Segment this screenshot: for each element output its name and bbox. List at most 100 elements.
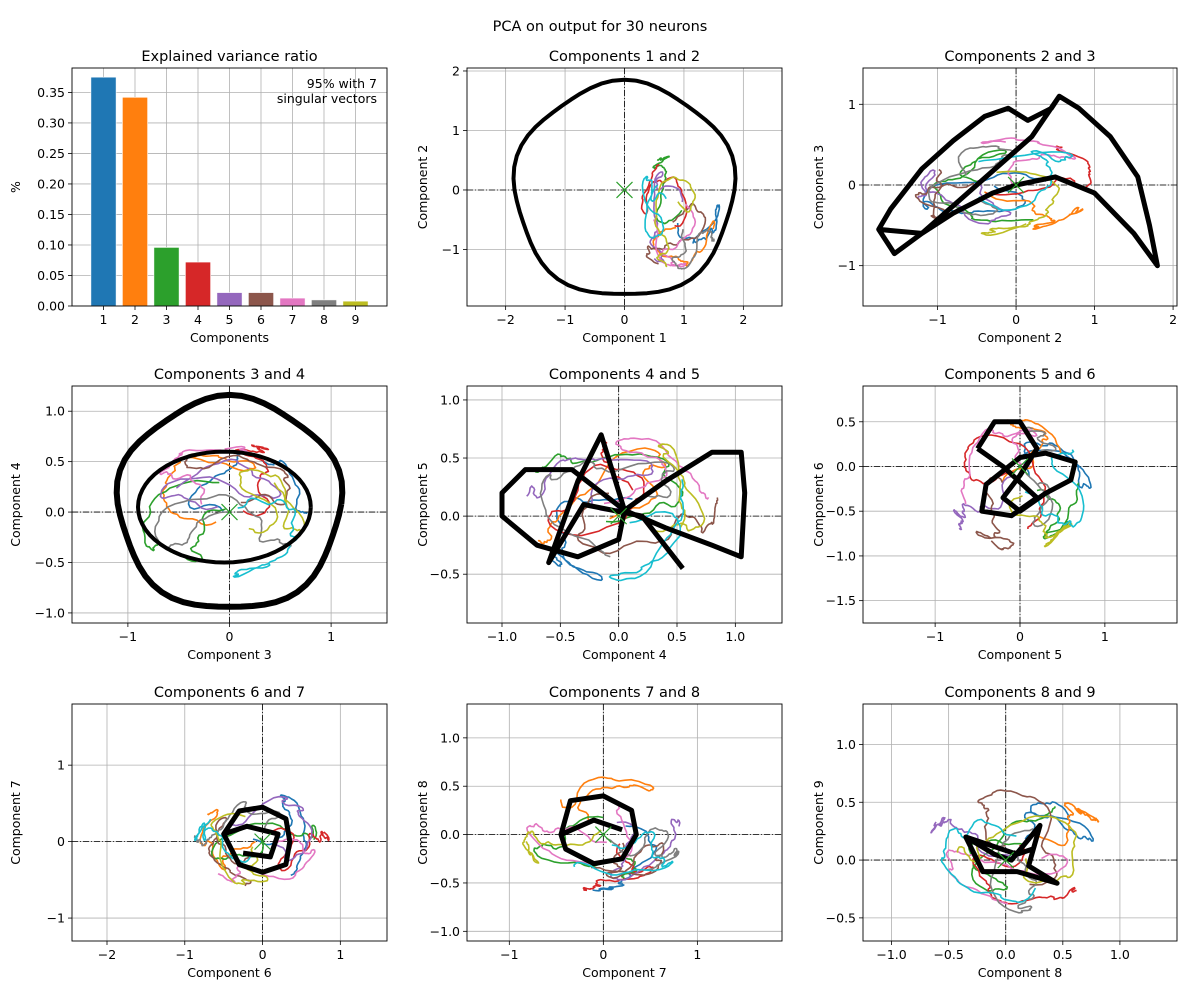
y-tick-label: −1.0: [826, 548, 856, 563]
trajectory-2: [560, 776, 655, 822]
mean-trajectory-inner: [136, 449, 313, 565]
panel-7: Components 6 and 7 −2 −1 0 1 −1 0 1 Component 6 C…: [8, 685, 388, 980]
panel-9: Components 8 and 9 −1.0 −0.5 0.0 0.5 1.0 −0.5 0…: [811, 685, 1178, 980]
panel-6: Components 5 and 6 −1 0 1 −1.5 −1.0 −0.5 0.0 0.5…: [811, 367, 1178, 662]
y-tick-label: 1.0: [45, 404, 65, 419]
plot-area: [467, 386, 782, 623]
bar-3: [153, 247, 180, 306]
x-axis-label: Component 5: [978, 647, 1063, 662]
trajectory-3: [1036, 482, 1080, 540]
bar-7: [279, 297, 306, 306]
x-tick-label: 2: [739, 312, 747, 327]
panel-title: Components 1 and 2: [549, 49, 700, 65]
trajectory-5: [526, 457, 654, 512]
y-tick-label: 0.00: [37, 299, 65, 314]
y-tick-label: 0.20: [37, 176, 65, 191]
variance-annotation: 95% with 7: [307, 76, 377, 91]
origin-marker: [1007, 176, 1025, 194]
y-tick-label: −0.5: [430, 875, 460, 890]
x-tick-label: 0: [599, 947, 607, 962]
trajectory-8: [605, 827, 680, 871]
y-tick-label: 0: [57, 834, 65, 849]
x-tick-label: −1: [556, 312, 574, 327]
trajectory-4: [972, 844, 1077, 905]
trajectory-8: [154, 493, 293, 549]
panel-title: Explained variance ratio: [141, 49, 317, 65]
axes-frame: [862, 67, 1178, 307]
x-tick-label: −1: [119, 629, 137, 644]
x-tick-label: 1: [1101, 629, 1109, 644]
trajectory-4: [547, 441, 645, 537]
mean-trajectory: [499, 432, 748, 570]
y-axis-label: Component 4: [8, 462, 23, 547]
panel-8: Components 7 and 8 −1 0 1 −1.0 −0.5 0.0 0.5 1.0 C…: [415, 685, 783, 980]
trajectory-4: [640, 164, 688, 228]
y-tick-label: 1: [848, 97, 856, 112]
trajectory-9: [654, 176, 696, 268]
trajectory-10: [608, 479, 685, 582]
panel-3: Components 2 and 3 −1 0 1 2 −1 0 1 Component 2 Co…: [811, 49, 1178, 345]
trajectory-10: [573, 830, 674, 876]
trajectory-7: [980, 137, 1077, 187]
x-tick-label: 1: [336, 947, 344, 962]
y-tick-label: 0.10: [37, 237, 65, 252]
trajectory-3: [141, 479, 226, 563]
axes-frame: [71, 385, 388, 624]
y-axis-label: %: [8, 181, 23, 193]
panel-title: Components 2 and 3: [944, 49, 1095, 65]
y-tick-label: 0.5: [440, 779, 460, 794]
trajectory-8: [989, 827, 1038, 914]
x-axis-label: Component 8: [978, 965, 1063, 980]
figure-suptitle: PCA on output for 30 neurons: [493, 19, 708, 35]
x-tick-label: 1: [680, 312, 688, 327]
panel-title: Components 3 and 4: [154, 367, 305, 383]
x-tick-label: 5: [226, 312, 234, 327]
y-tick-label: 0.25: [37, 146, 65, 161]
y-tick-label: 0.0: [45, 505, 65, 520]
panel-title: Components 6 and 7: [154, 685, 305, 701]
bar-1: [90, 76, 117, 306]
trajectory-7: [960, 428, 1038, 505]
trajectory-3: [933, 149, 1035, 223]
x-tick-label: −0.5: [545, 629, 575, 644]
y-axis-label: Component 3: [811, 145, 826, 230]
y-tick-label: −0.5: [826, 504, 856, 519]
x-axis-label: Component 7: [582, 965, 667, 980]
mean-trajectory: [558, 793, 639, 867]
y-tick-label: 0.05: [37, 268, 65, 283]
y-tick-label: 0.0: [836, 459, 856, 474]
y-tick-label: 0.5: [45, 454, 65, 469]
y-tick-label: 0.5: [836, 414, 856, 429]
y-tick-label: 0.0: [836, 853, 856, 868]
trajectory-4: [963, 434, 1047, 530]
plot-area: [863, 68, 1177, 306]
trajectory-6: [977, 789, 1058, 886]
plot-area: [72, 68, 387, 306]
x-axis-label: Components: [190, 330, 269, 345]
x-tick-label: 1: [327, 629, 335, 644]
y-tick-label: 0.35: [37, 85, 65, 100]
y-tick-label: −1.0: [35, 605, 65, 620]
x-tick-label: −2: [496, 312, 514, 327]
bar-8: [311, 299, 337, 306]
x-tick-label: −1.0: [487, 629, 517, 644]
x-tick-label: −1: [928, 312, 946, 327]
mean-trajectory: [963, 822, 1060, 886]
y-tick-label: 0: [452, 182, 460, 197]
y-tick-label: 1: [452, 123, 460, 138]
trajectory-9: [1008, 495, 1073, 548]
variance-annotation: singular vectors: [277, 91, 377, 106]
bar-2: [122, 96, 148, 306]
y-axis-label: Component 8: [415, 780, 430, 865]
mean-trajectory: [113, 391, 346, 610]
plot-area: [72, 704, 387, 941]
trajectory-6: [975, 476, 1015, 551]
x-axis-label: Component 1: [582, 330, 667, 345]
x-tick-label: 0: [259, 947, 267, 962]
origin-marker: [221, 503, 238, 521]
x-tick-label: 4: [194, 312, 202, 327]
x-tick-label: −1.0: [876, 947, 906, 962]
x-tick-label: 1: [693, 947, 701, 962]
y-axis-label: Component 5: [415, 462, 430, 547]
mean-trajectory: [975, 419, 1078, 519]
